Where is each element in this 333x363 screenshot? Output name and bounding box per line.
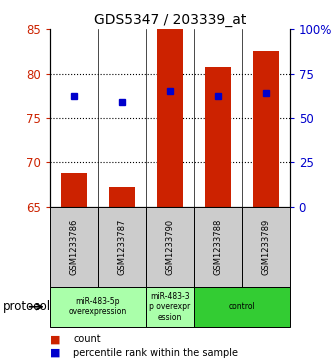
Text: ■: ■ <box>50 348 61 358</box>
Text: GSM1233786: GSM1233786 <box>69 219 79 275</box>
Bar <box>194 287 290 327</box>
Bar <box>98 207 146 287</box>
Bar <box>204 67 231 207</box>
Bar <box>61 173 87 207</box>
Text: control: control <box>228 302 255 311</box>
Text: GSM1233789: GSM1233789 <box>261 219 270 275</box>
Text: percentile rank within the sample: percentile rank within the sample <box>73 348 238 358</box>
Text: protocol: protocol <box>3 300 52 313</box>
Bar <box>252 51 279 207</box>
Title: GDS5347 / 203339_at: GDS5347 / 203339_at <box>94 13 246 26</box>
Text: miR-483-3
p overexpr
ession: miR-483-3 p overexpr ession <box>149 292 190 322</box>
Text: miR-483-5p
overexpression: miR-483-5p overexpression <box>69 297 127 317</box>
Bar <box>109 187 135 207</box>
Bar <box>146 287 194 327</box>
Bar <box>194 207 242 287</box>
Bar <box>157 29 183 207</box>
Text: GSM1233788: GSM1233788 <box>213 219 222 275</box>
Text: count: count <box>73 334 101 344</box>
Bar <box>146 207 194 287</box>
Text: ■: ■ <box>50 334 61 344</box>
Bar <box>50 207 98 287</box>
Text: GSM1233790: GSM1233790 <box>165 219 174 275</box>
Bar <box>242 207 290 287</box>
Text: GSM1233787: GSM1233787 <box>117 219 127 275</box>
Bar <box>50 287 146 327</box>
